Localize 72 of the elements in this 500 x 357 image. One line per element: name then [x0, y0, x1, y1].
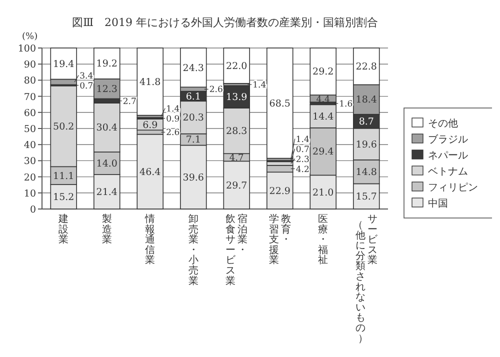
data-label: 0.9: [166, 114, 180, 124]
data-label: 15.7: [356, 192, 377, 203]
y-tick-label: 70: [24, 92, 36, 103]
data-label: 7.1: [186, 134, 201, 146]
x-tick-label: 情報通信業: [144, 213, 156, 266]
data-label: 28.3: [226, 126, 248, 138]
y-axis-title: (%): [22, 32, 38, 42]
y-tick-label: 50: [24, 124, 36, 135]
data-label: 21.0: [312, 187, 334, 198]
legend-label: 中国: [428, 198, 448, 210]
y-tick-label: 80: [24, 76, 36, 87]
data-label: 41.8: [140, 76, 161, 88]
y-tick-label: 20: [24, 172, 36, 184]
legend-label: フィリピン: [428, 182, 478, 194]
data-label: 12.3: [96, 84, 118, 96]
data-label: 22.9: [269, 186, 290, 197]
data-label: 14.4: [312, 111, 334, 122]
data-label: 11.1: [53, 170, 74, 182]
data-label: 29.7: [226, 180, 248, 192]
data-label: 1.6: [339, 99, 353, 110]
data-label: 21.4: [96, 186, 118, 198]
data-label: 29.4: [312, 146, 334, 158]
data-label: 1.4: [166, 104, 180, 114]
y-tick-label: 0: [30, 204, 36, 216]
legend-label: ネパール: [428, 150, 468, 162]
data-label: 19.6: [356, 139, 377, 150]
data-label: 22.0: [226, 60, 248, 72]
data-label: 20.3: [182, 112, 204, 124]
legend-label: ブラジル: [428, 134, 468, 146]
data-label: 18.4: [356, 94, 377, 106]
y-tick-label: 90: [24, 60, 36, 71]
data-label: 19.2: [96, 58, 118, 70]
data-label: 68.5: [269, 98, 290, 110]
data-label: 15.2: [53, 192, 74, 203]
category-label: 宿泊業・飲食サービス業: [226, 214, 248, 287]
data-label: 0.7: [80, 81, 94, 92]
data-label: 22.8: [356, 62, 377, 73]
data-label: 2.7: [122, 96, 136, 107]
chart-title: 図Ⅲ 2019 年における外国人労働者数の産業別・国籍別割合: [72, 16, 378, 29]
data-label: 8.7: [358, 116, 374, 128]
data-label: 4.2: [296, 164, 310, 175]
data-label: 0.7: [296, 144, 310, 155]
y-tick-label: 60: [24, 108, 36, 119]
data-label: 2.6: [209, 85, 223, 96]
y-tick-label: 30: [24, 156, 36, 168]
data-label: 1.4: [296, 134, 310, 145]
x-tick-label: 医療・福祉: [318, 214, 328, 266]
legend-label: ベトナム: [428, 166, 468, 178]
data-label: 14.0: [96, 158, 118, 170]
data-label: 3.4: [80, 71, 94, 82]
data-label: 50.2: [53, 121, 74, 132]
x-tick-label: 教育・学習支援業: [268, 213, 291, 266]
data-label: 6.9: [142, 120, 158, 131]
data-label: 30.4: [96, 122, 118, 134]
data-label: 13.9: [226, 92, 248, 104]
data-label: 4.7: [229, 154, 244, 164]
y-tick-label: 10: [24, 188, 36, 200]
legend-label: その他: [428, 118, 458, 130]
data-label: 19.4: [53, 58, 74, 70]
x-tick-label: 卸売業・小売業: [188, 213, 198, 287]
data-label: 24.3: [182, 62, 204, 74]
y-tick-label: 100: [18, 44, 36, 54]
data-label: 2.6: [166, 128, 180, 138]
data-label: 1.4: [252, 80, 266, 91]
data-label: 46.4: [140, 166, 161, 178]
x-tick-label: 製造業: [102, 213, 112, 246]
data-label: 6.1: [186, 91, 201, 102]
data-label: 29.2: [312, 66, 334, 78]
y-tick-label: 40: [24, 140, 36, 152]
data-label: 39.6: [182, 172, 204, 184]
x-tick-label: 建設業: [58, 213, 69, 246]
data-label: 14.8: [356, 167, 377, 178]
